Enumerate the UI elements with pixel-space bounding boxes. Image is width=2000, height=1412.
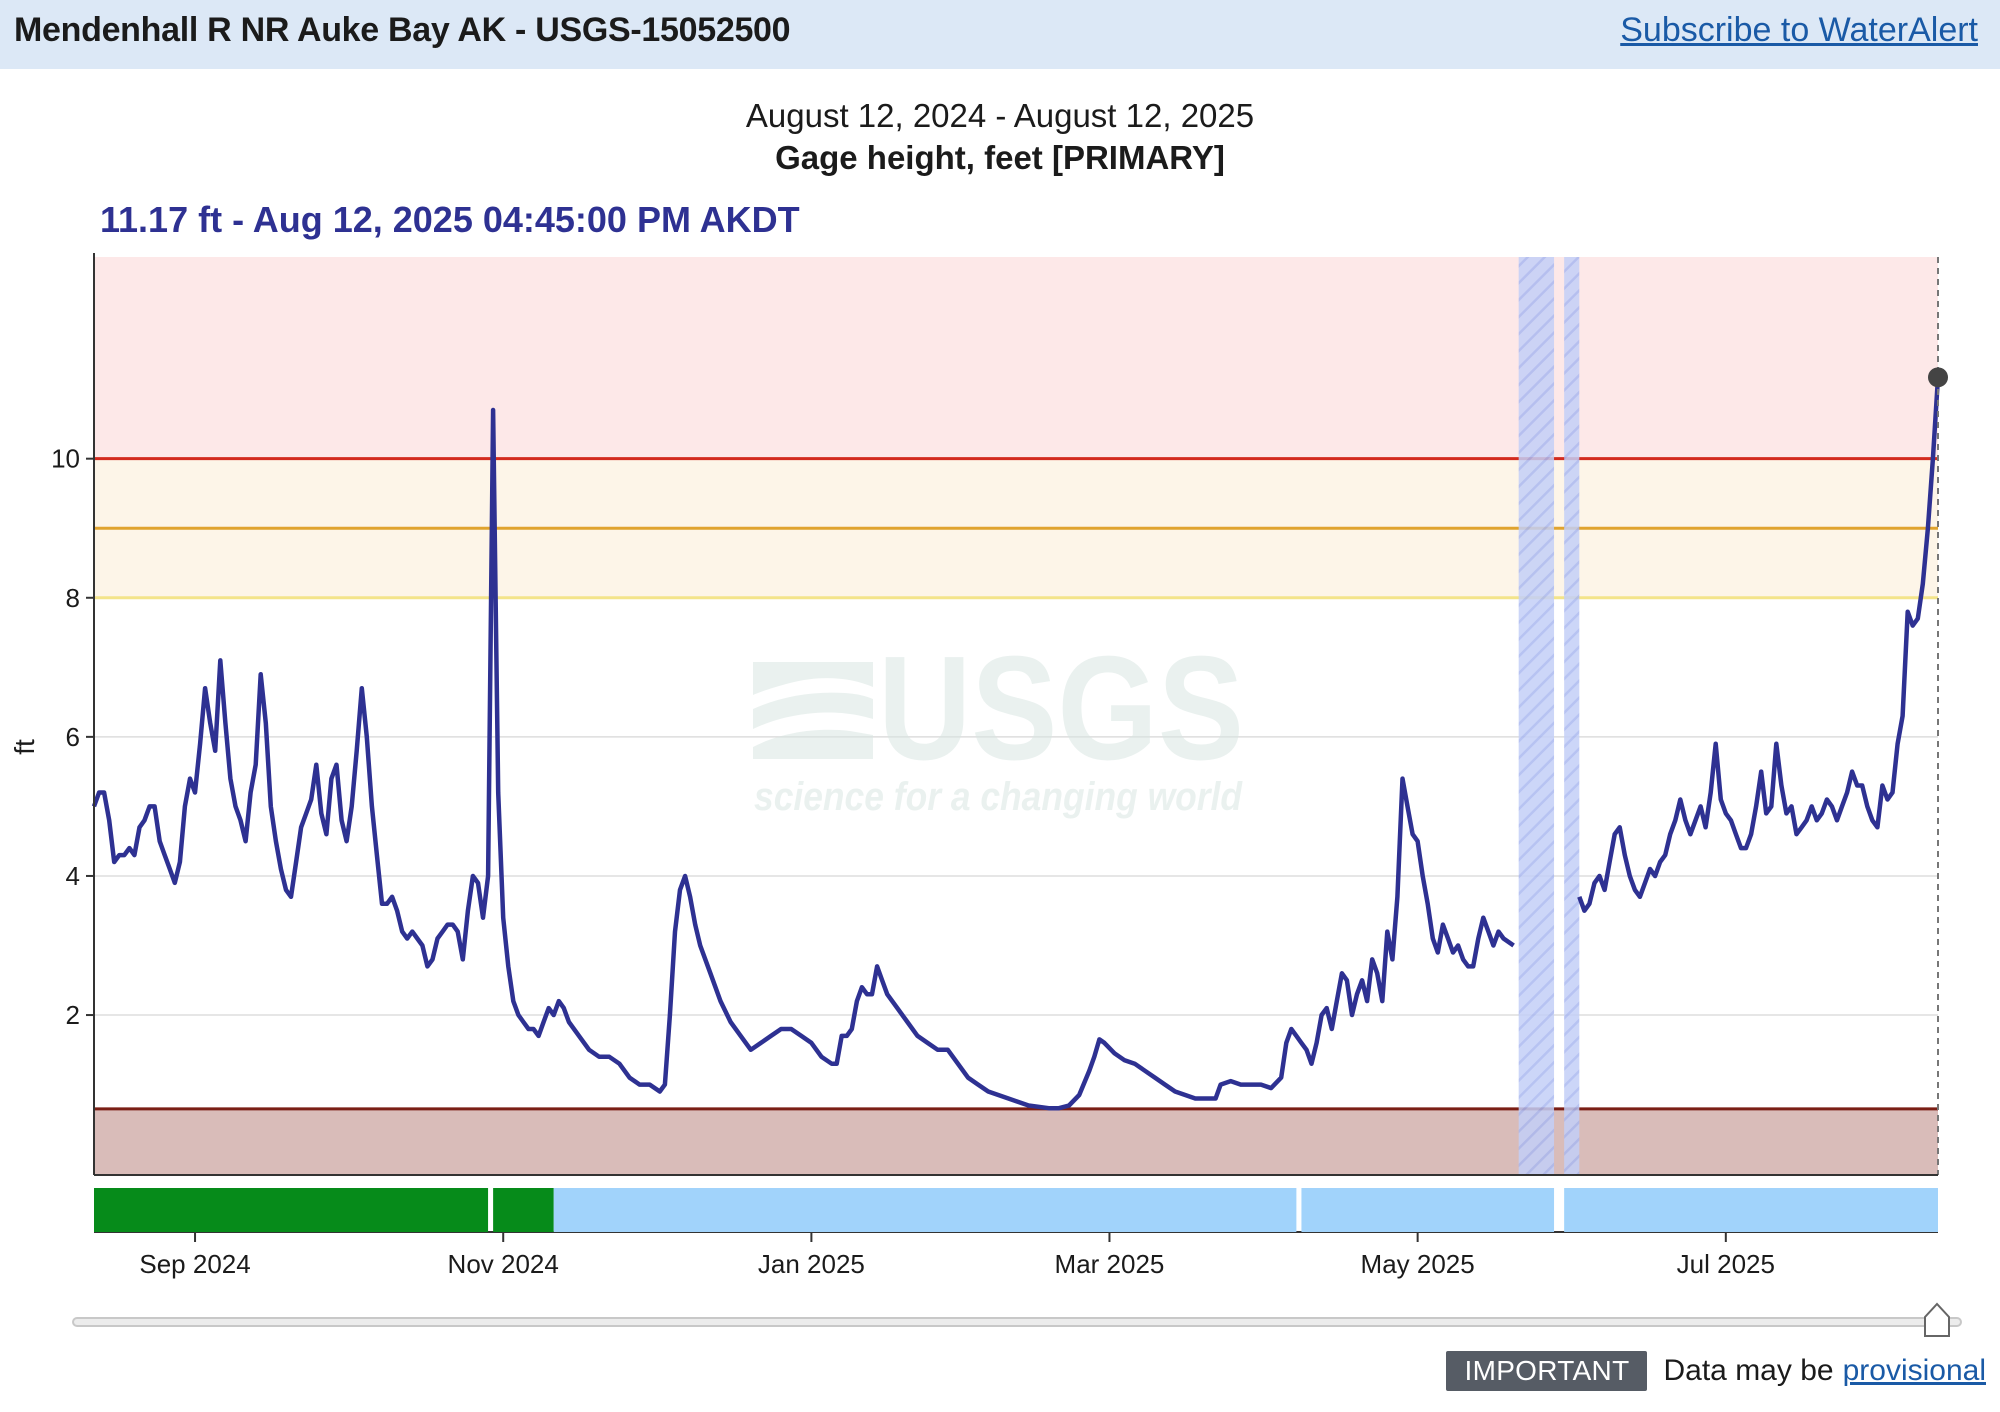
provisional-link[interactable]: provisional [1842, 1354, 1986, 1387]
data-gap-band [1518, 257, 1555, 1175]
x-tick-label: Sep 2024 [139, 1249, 250, 1279]
chart-title: Gage height, feet [PRIMARY] [775, 139, 1225, 176]
y-tick-label: 6 [66, 722, 80, 752]
slider-track[interactable] [72, 1317, 1962, 1327]
provisional-note: Data may be [1663, 1354, 1834, 1387]
low-flow-band [94, 1108, 1938, 1175]
series-line [1577, 377, 1941, 913]
slider-handle[interactable] [1924, 1302, 1950, 1337]
y-tick-label: 10 [51, 444, 80, 474]
approval-period-approved [493, 1188, 554, 1232]
watermark-tagline: science for a changing world [754, 775, 1243, 819]
site-header: Mendenhall R NR Auke Bay AK - USGS-15052… [0, 0, 2000, 69]
approval-status-bar [94, 1188, 1938, 1232]
approval-period-provisional [1564, 1188, 1938, 1232]
site-title: Mendenhall R NR Auke Bay AK - USGS-15052… [14, 11, 791, 49]
important-badge: IMPORTANT [1446, 1351, 1648, 1391]
threshold-lines [94, 457, 1938, 1111]
hydrograph-chart[interactable]: August 12, 2024 - August 12, 2025 Gage h… [0, 69, 2000, 1348]
gage-height-series [91, 257, 1948, 1175]
y-axis-label: ft [9, 739, 40, 755]
watermark-logo: USGS [878, 626, 1244, 791]
y-tick-label: 4 [66, 861, 80, 891]
data-gap-band [1564, 257, 1580, 1175]
current-reading: 11.17 ft - Aug 12, 2025 04:45:00 PM AKDT [100, 199, 800, 240]
approval-period-provisional [1301, 1188, 1555, 1232]
x-tick-label: May 2025 [1361, 1249, 1475, 1279]
subscribe-wateralert-link[interactable]: Subscribe to WaterAlert [1620, 11, 1978, 49]
current-point-marker [1928, 367, 1948, 388]
provisional-notice: IMPORTANT Data may be provisional [1446, 1348, 1986, 1394]
time-range-slider[interactable] [72, 1302, 1962, 1337]
x-tick-label: Mar 2025 [1055, 1249, 1165, 1279]
series-line [91, 407, 1515, 1111]
x-tick-label: Nov 2024 [448, 1249, 559, 1279]
y-tick-label: 2 [66, 1000, 80, 1030]
x-tick-label: Jan 2025 [758, 1249, 865, 1279]
y-tick-label: 8 [66, 583, 80, 613]
flood-band [94, 257, 1938, 459]
approval-period-provisional [553, 1188, 1297, 1232]
data-gap-bands [1518, 257, 1580, 1175]
usgs-watermark: USGS science for a changing world [753, 626, 1244, 819]
chart-date-range: August 12, 2024 - August 12, 2025 [746, 97, 1254, 134]
x-tick-label: Jul 2025 [1677, 1249, 1775, 1279]
approval-period-approved [94, 1188, 489, 1232]
